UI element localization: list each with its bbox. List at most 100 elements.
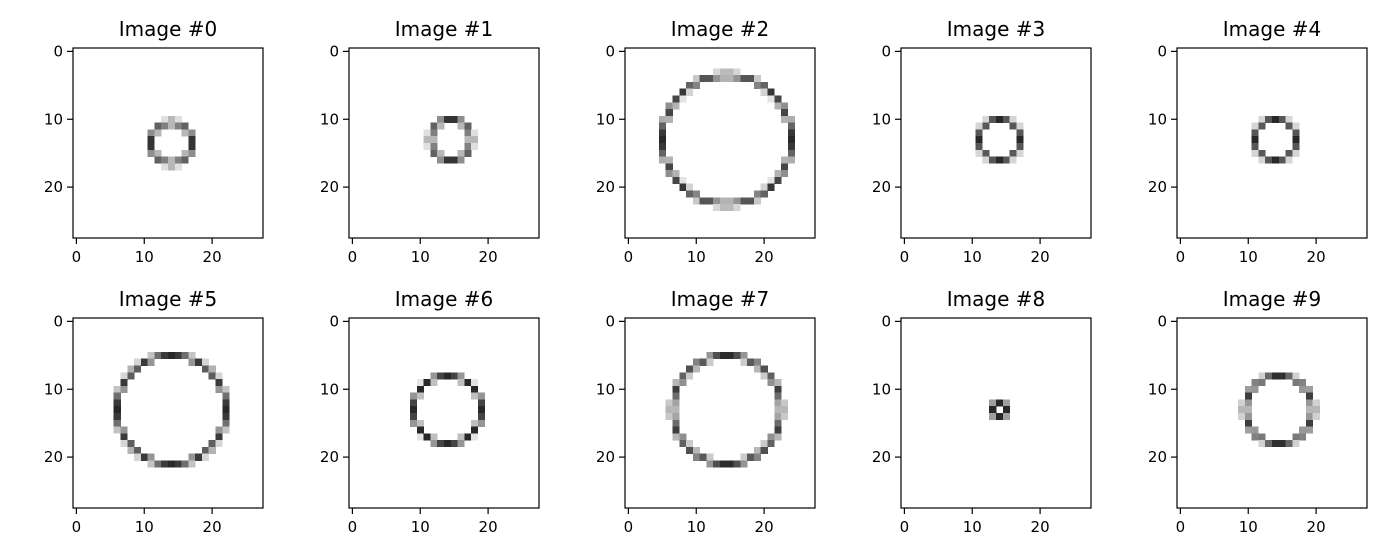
circle-pixel <box>161 122 169 130</box>
circle-pixel <box>774 385 782 393</box>
x-tick-label: 20 <box>203 518 222 536</box>
circle-pixel <box>181 149 189 157</box>
circle-pixel <box>423 379 431 387</box>
circle-pixel <box>1292 136 1300 144</box>
circle-pixel <box>457 433 465 441</box>
circle-pixel <box>658 143 667 151</box>
circle-pixel <box>1244 392 1252 400</box>
circle-pixel <box>188 129 196 137</box>
circle-pixel <box>774 379 782 387</box>
circle-pixel <box>787 143 795 151</box>
circle-pixel <box>120 379 128 387</box>
circle-pixel <box>464 149 472 157</box>
circle-pixel <box>1002 399 1010 407</box>
circle-pixel <box>1292 129 1300 137</box>
circle-pixel <box>740 453 748 461</box>
axes-frame <box>348 317 540 509</box>
circle-pixel <box>1016 122 1024 130</box>
circle-pixel <box>222 419 230 427</box>
circle-pixel <box>1305 426 1314 434</box>
circle-pixel <box>658 122 667 130</box>
circle-pixel <box>672 95 680 103</box>
circle-pixel <box>471 392 479 400</box>
x-tick-label: 20 <box>203 248 222 266</box>
circle-pixel <box>733 351 741 360</box>
circle-pixel <box>1285 372 1293 380</box>
circle-pixel <box>1305 419 1314 427</box>
circle-pixel <box>686 372 694 380</box>
circle-pixel <box>781 413 789 421</box>
circle-pixel <box>686 365 694 373</box>
circle-pixel <box>161 460 169 468</box>
circle-pixel <box>127 440 135 448</box>
circle-pixel <box>699 75 707 83</box>
circle-pixel <box>760 190 768 198</box>
x-tick-label: 0 <box>72 248 82 266</box>
axes-background <box>901 48 1091 238</box>
circle-pixel <box>982 122 990 130</box>
circle-pixel <box>450 156 458 164</box>
circle-pixel <box>658 129 667 137</box>
circle-pixel <box>1305 413 1314 421</box>
circle-pixel <box>989 399 997 407</box>
circle-pixel <box>1251 129 1259 137</box>
y-tick-label: 0 <box>329 42 339 60</box>
circle-pixel <box>1258 149 1266 157</box>
panel: Image #1 0 10 20 0 10 20 <box>320 17 540 266</box>
circle-pixel <box>767 379 775 387</box>
circle-pixel <box>410 419 418 427</box>
circle-pixel <box>679 176 687 185</box>
axes-frame <box>72 317 264 509</box>
circle-pixel <box>740 197 748 205</box>
y-tick-label: 20 <box>44 178 63 196</box>
circle-pixel <box>699 358 707 366</box>
y-tick-label: 20 <box>1148 448 1167 466</box>
circle-pixel <box>437 440 445 448</box>
x-tick-label: 20 <box>1031 518 1050 536</box>
circle-pixel <box>982 156 990 164</box>
circle-pixel <box>1244 399 1252 407</box>
circle-pixel <box>1258 156 1266 164</box>
circle-pixel <box>1258 122 1266 130</box>
panel-title: Image #5 <box>119 287 217 311</box>
circle-pixel <box>982 149 990 157</box>
x-tick-label: 0 <box>624 518 634 536</box>
circle-pixel <box>760 81 768 90</box>
circle-pixel <box>416 433 424 441</box>
circle-pixel <box>120 433 128 441</box>
circle-pixel <box>1299 433 1307 441</box>
panel-title: Image #0 <box>119 17 217 41</box>
panel-title: Image #6 <box>395 287 493 311</box>
circle-pixel <box>471 143 479 151</box>
circle-pixel <box>781 109 789 117</box>
circle-pixel <box>1305 392 1314 400</box>
circle-pixel <box>726 75 734 83</box>
circle-pixel <box>188 358 196 366</box>
circle-pixel <box>410 413 418 421</box>
axes-background <box>349 318 539 508</box>
circle-pixel <box>208 365 216 373</box>
circle-pixel <box>201 453 210 461</box>
circle-pixel <box>699 453 707 461</box>
circle-pixel <box>760 365 768 373</box>
circle-pixel <box>147 129 155 137</box>
circle-pixel <box>781 163 789 171</box>
circle-pixel <box>726 460 734 468</box>
circle-pixel <box>1244 385 1252 393</box>
circle-pixel <box>1312 413 1320 421</box>
circle-pixel <box>996 413 1004 421</box>
circle-pixel <box>787 136 795 144</box>
y-tick-label: 0 <box>329 312 339 330</box>
y-tick-label: 0 <box>605 312 615 330</box>
circle-pixel <box>1265 115 1273 123</box>
x-tick-label: 20 <box>479 248 498 266</box>
circle-pixel <box>774 176 782 185</box>
circle-pixel <box>154 156 162 164</box>
circle-pixel <box>686 446 694 455</box>
circle-pixel <box>1272 440 1280 448</box>
circle-pixel <box>989 413 997 421</box>
circle-pixel <box>147 351 155 360</box>
circle-pixel <box>753 358 762 366</box>
circle-pixel <box>989 115 997 123</box>
